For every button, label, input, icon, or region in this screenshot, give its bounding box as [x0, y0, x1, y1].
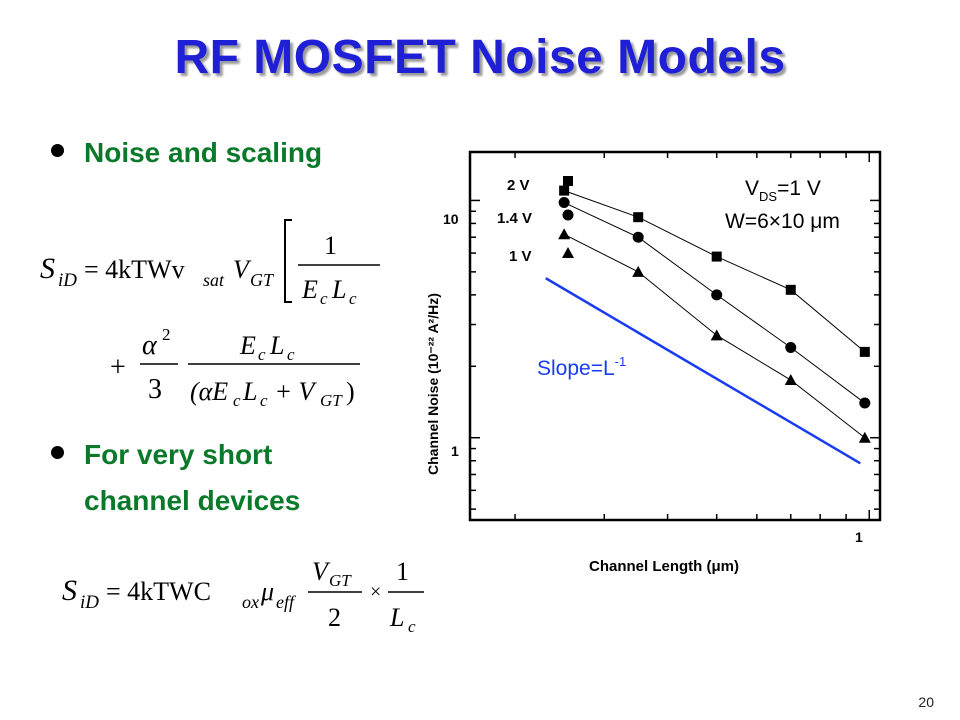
- data-point-s2-4: [858, 431, 871, 443]
- eq3-ox: ox: [242, 592, 259, 612]
- eq3-l: L: [389, 603, 404, 632]
- eq1-lhs-sub: iD: [58, 270, 77, 291]
- eq2-den-close: ): [346, 377, 355, 406]
- series-group: [545, 176, 871, 465]
- y-tick-label-1: 1: [451, 443, 459, 459]
- equation-3: S iD = 4kTWC ox μ eff V GT 2 × 1 L c: [62, 557, 424, 636]
- legend-vds-v: V: [745, 177, 759, 200]
- eq3-gt: GT: [329, 571, 352, 590]
- data-point-s0-0: [559, 185, 570, 196]
- legend-vds-sub: DS: [759, 189, 777, 204]
- eq3-c: c: [408, 617, 416, 636]
- bullet-noise-scaling: Noise and scaling: [84, 137, 323, 168]
- data-point-s0-2: [711, 251, 722, 262]
- eq1-lhs: S: [40, 252, 55, 285]
- eq2-sq: 2: [162, 325, 171, 344]
- equation-2: + α 2 3 E c L c (αE c L c + V GT ): [110, 325, 360, 410]
- eq2-num-c1: c: [258, 345, 266, 364]
- page-number: 20: [918, 694, 934, 710]
- legend-label-1v: 1 V: [509, 248, 532, 265]
- eq1-vgt: V: [233, 255, 252, 284]
- equation-1: S iD = 4kTWv sat V GT 1 E c L c: [40, 219, 380, 308]
- eq2-den-plus: + V: [268, 377, 318, 406]
- y-tick-label-10: 10: [443, 211, 459, 227]
- eq3-mu: μ: [260, 577, 274, 606]
- eq3-vgt: V: [312, 557, 331, 586]
- eq1-vgt-sub: GT: [250, 270, 275, 290]
- eq3-two: 2: [328, 603, 341, 632]
- eq1-rhs: = 4kTWv: [84, 255, 185, 284]
- slope-label: Slope=L-1: [537, 354, 626, 380]
- data-point-s2-0: [558, 228, 571, 240]
- tick-marks: [470, 152, 880, 520]
- x-tick-label-1: 1: [855, 529, 863, 545]
- data-point-s0-3: [785, 284, 796, 295]
- bullet-dot-1: [51, 144, 64, 157]
- data-point-s1-4: [859, 397, 871, 409]
- eq1-den-c2: c: [349, 289, 357, 308]
- data-point-s2-2: [710, 329, 723, 341]
- legend-marker-0: [563, 176, 573, 186]
- data-point-s2-3: [784, 374, 797, 386]
- data-point-s0-4: [859, 346, 870, 357]
- plot-frame: [468, 150, 882, 522]
- data-point-s1-3: [785, 341, 797, 353]
- eq1-num: 1: [324, 231, 337, 260]
- eq2-plus: +: [110, 352, 126, 383]
- legend-width: W=6×10 μm: [725, 210, 840, 233]
- eq2-three: 3: [148, 374, 162, 405]
- eq3-times: ×: [370, 581, 381, 603]
- noise-vs-length-chart: 10 1 1 Channel Length (μm) Channel Noise…: [425, 150, 882, 575]
- eq3-one: 1: [396, 557, 409, 586]
- y-axis-label: Channel Noise (10⁻²² A²/Hz): [425, 293, 441, 475]
- bullet-short-channel-2: channel devices: [84, 485, 301, 516]
- eq1-sat: sat: [203, 270, 225, 290]
- bullet-short-channel-1: For very short: [84, 439, 273, 470]
- eq2-den-c1: c: [233, 391, 241, 410]
- eq3-lhs-sub: iD: [80, 592, 99, 613]
- eq2-alpha: α: [142, 330, 158, 361]
- legend-label-2v: 2 V: [507, 177, 530, 194]
- data-point-s0-1: [633, 212, 644, 223]
- eq3-rhs: = 4kTWC: [106, 577, 211, 606]
- data-point-s1-0: [558, 197, 570, 209]
- slope-label-text: Slope=L: [537, 357, 615, 380]
- eq1-den-c1: c: [320, 289, 328, 308]
- eq3-lhs: S: [62, 574, 77, 607]
- eq2-den-a: (αE: [190, 377, 228, 406]
- eq1-den-e: E: [301, 275, 318, 304]
- eq1-bracket: [284, 219, 292, 303]
- eq2-num-c2: c: [287, 345, 295, 364]
- legend-vds: VDS=1 V: [745, 177, 821, 204]
- eq2-den-l: L: [242, 377, 257, 406]
- eq3-eff: eff: [276, 592, 297, 612]
- eq1-den-l: L: [331, 275, 346, 304]
- eq2-den-c2: c: [260, 391, 268, 410]
- eq2-num-e: E: [239, 331, 256, 360]
- slope-label-exp: -1: [615, 354, 627, 369]
- data-point-s1-1: [632, 231, 644, 243]
- slope-reference-line: [545, 277, 861, 465]
- legend-label-1-4v: 1.4 V: [497, 210, 532, 227]
- legend-marker-1: [562, 209, 574, 221]
- eq2-den-gt: GT: [320, 391, 343, 410]
- legend-marker-2: [562, 247, 574, 258]
- x-axis-label: Channel Length (μm): [589, 558, 739, 575]
- bullet-dot-2: [51, 446, 64, 459]
- legend-vds-val: =1 V: [777, 177, 821, 200]
- data-point-s1-2: [711, 289, 723, 301]
- data-point-s2-1: [632, 265, 645, 277]
- eq2-num-l: L: [269, 331, 284, 360]
- slide-title: RF MOSFET Noise Models: [174, 31, 786, 84]
